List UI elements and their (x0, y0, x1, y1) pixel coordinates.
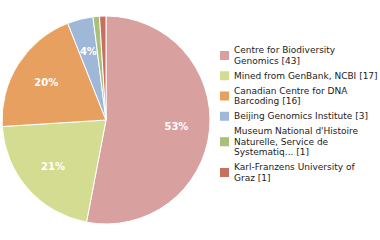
legend-swatch (220, 92, 229, 101)
data-label: 20% (34, 77, 58, 88)
chart-container: 53% 21% 20% 4% Centre for BiodiversityGenomi… (0, 0, 380, 240)
legend-label: Canadian Centre for DNABarcoding [16] (234, 86, 348, 107)
pie-slice (68, 17, 106, 120)
legend: Centre for BiodiversityGenomics [43] Mine… (220, 45, 378, 183)
legend-swatch (220, 112, 229, 121)
data-label: 21% (41, 161, 65, 172)
legend-swatch (220, 168, 229, 177)
pie-chart: 53% 21% 20% 4% Centre for BiodiversityGenomi… (0, 0, 380, 240)
legend-label: Karl-Franzens University ofGraz [1] (234, 162, 355, 183)
legend-label: Centre for BiodiversityGenomics [43] (234, 45, 336, 66)
pie-slice (93, 16, 106, 120)
legend-swatch (220, 137, 229, 146)
legend-swatch (220, 71, 229, 80)
legend-label: Mined from GenBank, NCBI [17] (234, 71, 378, 81)
legend-swatch (220, 51, 229, 60)
data-label: 4% (80, 46, 97, 57)
data-label: 53% (164, 121, 188, 132)
pie-slice (99, 16, 106, 120)
slices (2, 16, 210, 224)
legend-label: Beijing Genomics Institute [3] (234, 111, 368, 121)
legend-label: Museum National d'HistoireNaturelle, Ser… (234, 126, 359, 157)
data-labels: 53% 21% 20% 4% (34, 46, 188, 172)
pie-slice (2, 120, 106, 222)
